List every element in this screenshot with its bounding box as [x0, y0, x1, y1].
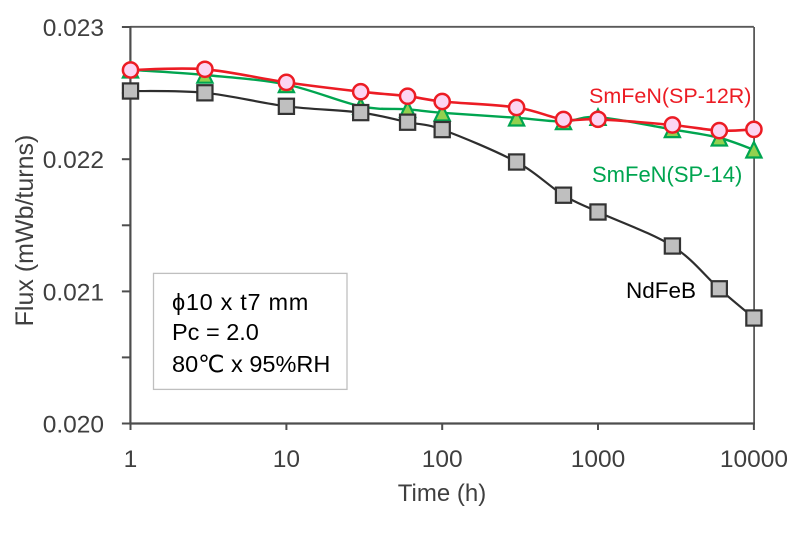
svg-text:10000: 10000 — [720, 446, 788, 473]
svg-text:10: 10 — [273, 446, 300, 473]
svg-text:80℃ x 95%RH: 80℃ x 95%RH — [172, 351, 330, 377]
svg-text:0.020: 0.020 — [43, 412, 104, 439]
svg-text:ϕ10 x t7 mm: ϕ10 x t7 mm — [172, 289, 309, 315]
svg-text:Flux (mWb/turns): Flux (mWb/turns) — [11, 135, 39, 327]
svg-text:Time (h): Time (h) — [398, 480, 486, 507]
svg-text:0.021: 0.021 — [43, 279, 104, 306]
svg-text:0.022: 0.022 — [43, 147, 104, 174]
svg-text:Pc = 2.0: Pc = 2.0 — [172, 319, 259, 345]
svg-text:100: 100 — [422, 446, 463, 473]
svg-text:1000: 1000 — [571, 446, 626, 473]
svg-text:0.023: 0.023 — [43, 15, 104, 42]
svg-text:SmFeN(SP-12R): SmFeN(SP-12R) — [589, 84, 751, 108]
svg-text:SmFeN(SP-14): SmFeN(SP-14) — [592, 162, 742, 187]
svg-text:NdFeB: NdFeB — [626, 278, 696, 303]
svg-text:1: 1 — [124, 446, 138, 473]
